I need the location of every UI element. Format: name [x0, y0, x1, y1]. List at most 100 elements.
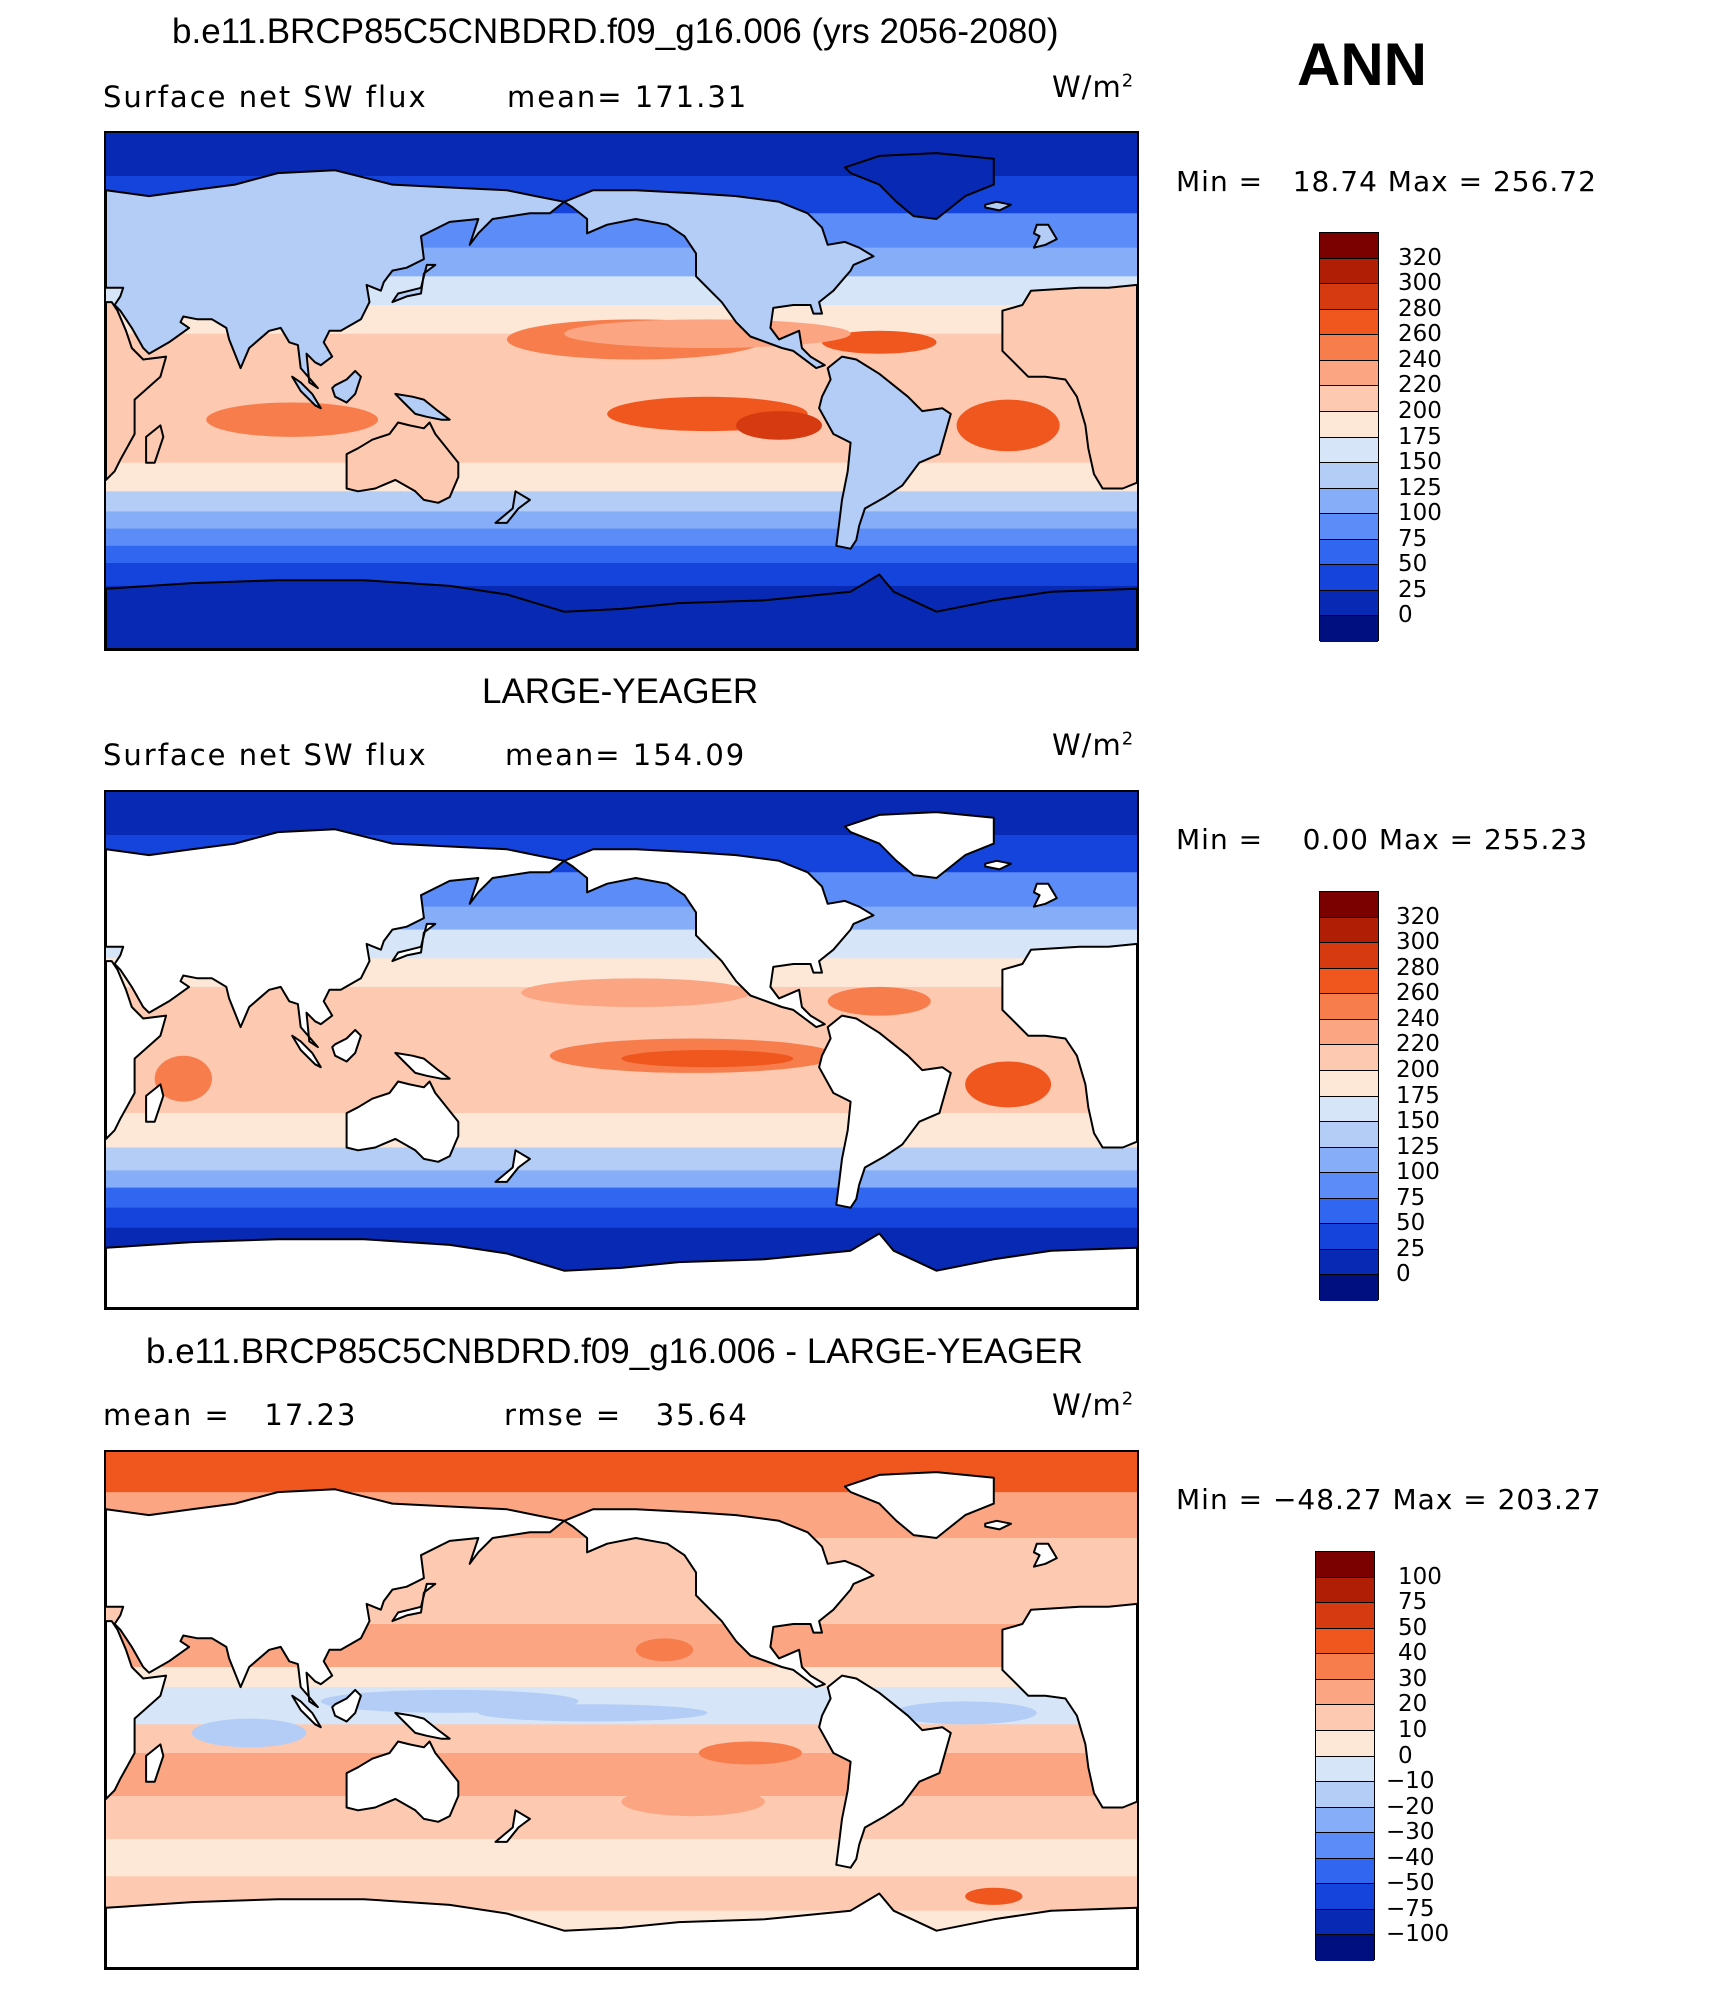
- colorbar-swatch: [1316, 1935, 1374, 1961]
- panel1-min-max: Min = 18.74 Max = 256.72: [1176, 165, 1597, 198]
- colorbar-swatch: [1320, 360, 1378, 387]
- colorbar-tick-label: 125: [1398, 474, 1442, 501]
- field-anomaly-patch: [821, 330, 937, 354]
- field-band: [106, 528, 1137, 547]
- field-anomaly-patch: [827, 986, 931, 1016]
- colorbar-tick-label: 240: [1398, 346, 1442, 373]
- coastline-greenland: [843, 152, 995, 220]
- colorbar-swatch: [1320, 386, 1378, 412]
- coastline-eurasia: [106, 828, 566, 1049]
- panel3-rmse-label: rmse = 35.64: [504, 1398, 749, 1432]
- colorbar-tick-label: 20: [1398, 1691, 1428, 1718]
- colorbar-tick-label: 150: [1396, 1108, 1440, 1135]
- colorbar-tick-label: 40: [1398, 1640, 1428, 1667]
- colorbar-swatch: [1320, 892, 1378, 918]
- field-anomaly-patch: [635, 1638, 694, 1662]
- colorbar-tick-label: −75: [1386, 1895, 1435, 1922]
- colorbar-swatch: [1320, 463, 1378, 489]
- colorbar-tick-label: −50: [1386, 1870, 1435, 1897]
- panel1-title: b.e11.BRCP85C5CNBDRD.f09_g16.006 (yrs 20…: [172, 12, 1059, 51]
- colorbar-tick-label: 30: [1398, 1665, 1428, 1692]
- coastline-antarctica: [106, 1232, 1137, 1308]
- colorbar-swatch: [1320, 917, 1378, 944]
- colorbar-swatch: [1320, 943, 1378, 969]
- coastline-australia: [345, 421, 460, 504]
- field-band: [106, 1839, 1137, 1877]
- colorbar-tick-label: 240: [1396, 1005, 1440, 1032]
- coastline-iceland: [984, 1519, 1012, 1531]
- colorbar-tick-label: 260: [1396, 980, 1440, 1007]
- field-band: [106, 511, 1137, 530]
- panel1-mean-label: mean= 171.31: [507, 80, 749, 114]
- colorbar-tick-label: 260: [1398, 321, 1442, 348]
- field-anomaly-patch: [736, 411, 822, 440]
- colorbar-swatch: [1320, 565, 1378, 591]
- field-band: [106, 1187, 1137, 1209]
- panel1-map-canvas: [106, 133, 1137, 649]
- colorbar-swatch: [1316, 1782, 1374, 1808]
- colorbar-swatch: [1320, 335, 1378, 361]
- colorbar-tick-label: 0: [1398, 1742, 1413, 1769]
- coastline-newguinea: [394, 1711, 451, 1740]
- colorbar-tick-label: −100: [1386, 1921, 1450, 1948]
- field-anomaly-patch: [154, 1055, 212, 1102]
- colorbar-tick-label: −30: [1386, 1819, 1435, 1846]
- panel2-map-canvas: [106, 792, 1137, 1308]
- colorbar-swatch: [1320, 233, 1378, 259]
- panel1-colorbar: [1319, 232, 1379, 642]
- field-band: [106, 1207, 1137, 1229]
- field-anomaly-patch: [893, 1701, 1037, 1725]
- panel2-title: LARGE-YEAGER: [482, 672, 759, 711]
- colorbar-tick-label: 175: [1396, 1082, 1440, 1109]
- panel3-map: [104, 1450, 1139, 1970]
- colorbar-tick-label: 125: [1396, 1133, 1440, 1160]
- field-anomaly-patch: [478, 1704, 708, 1722]
- field-anomaly-patch: [191, 1718, 307, 1748]
- coastline-samerica: [818, 1014, 952, 1209]
- field-band: [106, 1796, 1137, 1840]
- colorbar-swatch: [1320, 309, 1378, 336]
- field-band: [106, 1072, 1137, 1114]
- field-band: [106, 1170, 1137, 1189]
- field-band: [106, 1147, 1137, 1171]
- panel1-units: W/m2: [1052, 70, 1135, 104]
- colorbar-swatch: [1316, 1679, 1374, 1706]
- coastline-africaW: [1001, 1602, 1137, 1809]
- field-anomaly-patch: [965, 1061, 1052, 1108]
- field-band: [106, 1113, 1137, 1148]
- coastline-borneo: [331, 369, 362, 404]
- coastline-borneo: [331, 1028, 362, 1063]
- colorbar-swatch: [1320, 1019, 1378, 1046]
- coastline-eurasia: [106, 169, 566, 390]
- colorbar-tick-label: 0: [1396, 1261, 1411, 1288]
- field-band: [106, 545, 1137, 564]
- colorbar-swatch: [1320, 1096, 1378, 1123]
- coastline-britain: [1032, 882, 1058, 908]
- field-band: [106, 1753, 1137, 1797]
- colorbar-tick-label: −40: [1386, 1844, 1435, 1871]
- panel3-mean-label: mean = 17.23: [103, 1398, 358, 1432]
- panel2-mean-label: mean= 154.09: [505, 738, 747, 772]
- colorbar-tick-label: 50: [1398, 551, 1428, 578]
- panel3-min-max: Min = −48.27 Max = 203.27: [1176, 1483, 1602, 1516]
- field-anomaly-patch: [521, 978, 751, 1007]
- colorbar-tick-label: 100: [1398, 1563, 1442, 1590]
- coastline-sumatra: [291, 1694, 322, 1729]
- field-anomaly-patch: [621, 1787, 765, 1817]
- colorbar-swatch: [1316, 1833, 1374, 1859]
- colorbar-tick-label: 150: [1398, 449, 1442, 476]
- panel2-min-max: Min = 0.00 Max = 255.23: [1176, 823, 1589, 856]
- coastline-iceland: [984, 200, 1012, 212]
- field-anomaly-patch: [621, 1050, 794, 1068]
- colorbar-swatch: [1320, 488, 1378, 515]
- panel2-variable-label: Surface net SW flux: [103, 738, 428, 772]
- colorbar-tick-label: −10: [1386, 1768, 1435, 1795]
- season-label: ANN: [1297, 31, 1427, 98]
- colorbar-tick-label: 75: [1396, 1184, 1426, 1211]
- colorbar-swatch: [1320, 1198, 1378, 1225]
- coastline-newguinea: [394, 392, 451, 421]
- coastline-africaW: [1001, 942, 1137, 1149]
- colorbar-tick-label: 280: [1398, 295, 1442, 322]
- colorbar-swatch: [1320, 1070, 1378, 1097]
- coastline-nz: [494, 1809, 531, 1843]
